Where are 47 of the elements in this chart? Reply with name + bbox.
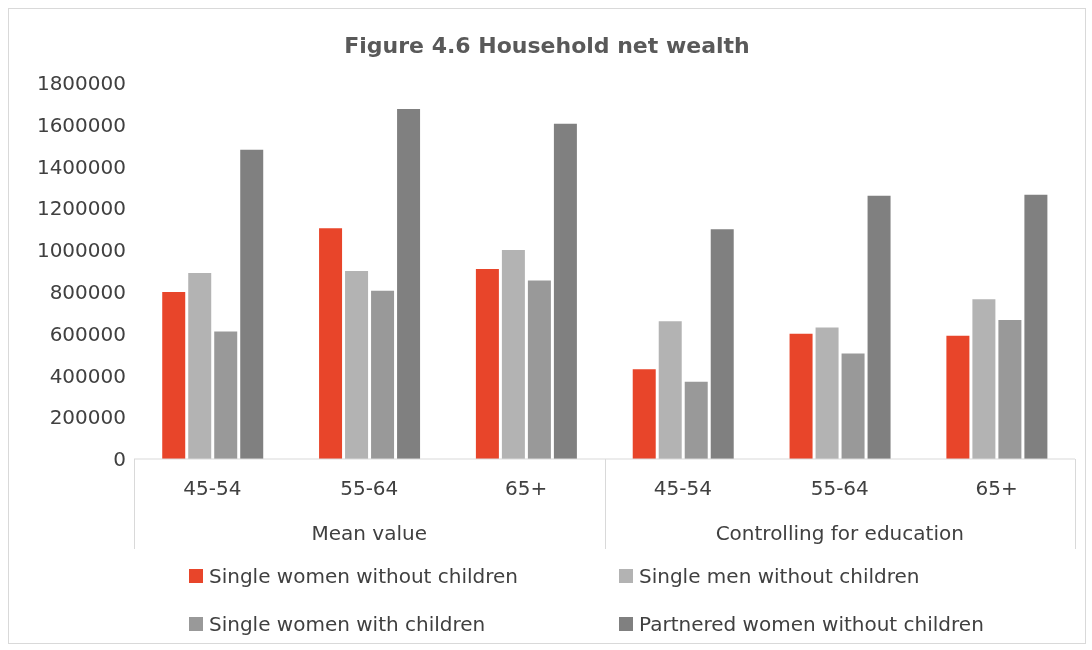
bar: [214, 331, 238, 459]
bar: [946, 335, 970, 459]
y-tick-label: 600000: [49, 321, 126, 346]
bar: [972, 299, 996, 459]
bar: [789, 333, 813, 459]
bar: [345, 271, 369, 459]
text: Controlling for education: [714, 521, 965, 545]
bar: [397, 109, 421, 459]
x-tick-label: 65+: [975, 476, 1018, 501]
bar: [553, 123, 577, 459]
y-tick-label: 1000000: [36, 238, 126, 263]
legend-label: Single men without children: [639, 564, 920, 588]
y-tick-label: 800000: [49, 279, 126, 304]
bar: [371, 290, 395, 459]
y-tick-label: 1200000: [36, 196, 126, 221]
legend-label: Single women with children: [209, 612, 486, 636]
y-tick-label: 1600000: [36, 112, 126, 137]
bar: [501, 250, 525, 459]
bar: [475, 268, 499, 459]
y-tick-label: 1800000: [36, 71, 126, 96]
y-tick-label: 200000: [49, 405, 126, 430]
text: Mean value: [310, 521, 428, 545]
bar: [710, 229, 734, 459]
bar: [684, 381, 708, 459]
x-tick-label: 55-64: [340, 476, 399, 501]
x-tick-label: 55-64: [810, 476, 869, 501]
bar: [240, 149, 264, 459]
x-tick-label: 45-54: [653, 476, 712, 501]
bar: [527, 280, 551, 459]
chart-title: Figure 4.6 Household net wealth: [343, 33, 751, 58]
bar: [658, 321, 682, 459]
legend-label: Partnered women without children: [639, 612, 984, 636]
bar: [632, 369, 656, 459]
y-tick-label: 0: [113, 447, 126, 472]
bar: [162, 291, 186, 459]
y-tick-label: 1400000: [36, 154, 126, 179]
bar: [188, 273, 212, 459]
bar: [319, 228, 343, 459]
x-tick-label: 45-54: [183, 476, 242, 501]
y-tick-label: 400000: [49, 363, 126, 388]
bar: [998, 320, 1022, 459]
legend-label: Single women without children: [209, 564, 519, 588]
bar: [867, 195, 891, 459]
x-tick-label: 65+: [504, 476, 548, 501]
bar: [841, 353, 865, 459]
bar: [815, 327, 839, 459]
bar: [1024, 194, 1048, 459]
